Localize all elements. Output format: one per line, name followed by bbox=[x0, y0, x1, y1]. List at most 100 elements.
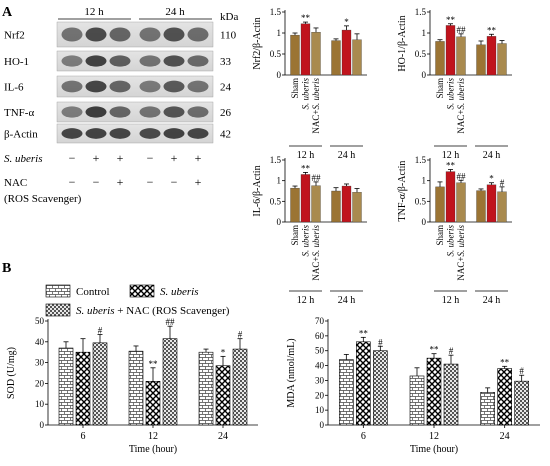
significance-mark: ** bbox=[446, 15, 456, 25]
y-tick-label: 1 bbox=[277, 28, 282, 38]
bar bbox=[145, 381, 161, 426]
bar bbox=[341, 29, 352, 76]
blot-band bbox=[61, 128, 83, 139]
bar bbox=[476, 190, 486, 223]
blot-kda-header: kDa bbox=[220, 11, 238, 23]
significance-mark: # bbox=[449, 346, 454, 356]
bar bbox=[198, 351, 214, 426]
blot-band bbox=[163, 128, 185, 139]
legend-swatch-control bbox=[45, 284, 71, 298]
blot-band bbox=[163, 27, 185, 42]
y-axis-label: HO-1/β-Actin bbox=[397, 15, 408, 71]
y-tick-label: 0.5 bbox=[415, 49, 427, 59]
y-tick-label: 0 bbox=[40, 420, 45, 430]
significance-mark: ## bbox=[457, 25, 467, 35]
y-tick-label: 60 bbox=[315, 331, 325, 341]
blot-band bbox=[187, 80, 209, 93]
blot-band bbox=[163, 106, 185, 118]
y-axis-label: Nrf2/β-Actin bbox=[252, 17, 263, 69]
blot-time-12h: 12 h bbox=[84, 6, 104, 18]
blot-band bbox=[85, 27, 107, 42]
category-label: Sham bbox=[290, 225, 300, 246]
significance-mark: ** bbox=[487, 25, 497, 35]
bar bbox=[476, 44, 486, 76]
y-axis-label: IL-6/β-Actin bbox=[252, 165, 263, 216]
y-tick-label: 20 bbox=[35, 378, 45, 388]
bar bbox=[58, 347, 74, 426]
x-axis-label: Time (hour) bbox=[410, 444, 458, 455]
category-label: NAC+S. uberis bbox=[311, 78, 321, 134]
panel-letter-b: B bbox=[2, 261, 11, 276]
blot-band bbox=[109, 128, 131, 139]
bar bbox=[331, 40, 341, 76]
y-tick-label: 0.5 bbox=[270, 49, 282, 59]
treatment-sign: − bbox=[147, 151, 154, 165]
significance-mark: ** bbox=[301, 13, 311, 23]
blot-time-24h: 24 h bbox=[165, 6, 185, 18]
x-tick-label: 12 bbox=[429, 431, 439, 442]
blot-band bbox=[85, 128, 107, 139]
group-label: 24 h bbox=[338, 295, 356, 306]
treatment-sign: + bbox=[195, 151, 202, 165]
y-tick-label: 0.5 bbox=[415, 196, 427, 206]
bar bbox=[75, 351, 91, 426]
bar bbox=[443, 363, 459, 426]
blot-band bbox=[187, 27, 209, 42]
blot-band bbox=[109, 27, 131, 42]
y-tick-label: 10 bbox=[35, 399, 45, 409]
significance-mark: # bbox=[98, 326, 103, 336]
y-tick-label: 0 bbox=[277, 70, 282, 80]
y-axis-label: TNF-α/β-Actin bbox=[397, 161, 408, 222]
blot-band bbox=[109, 106, 131, 118]
legend-label-control: Control bbox=[76, 286, 110, 298]
treatment-sign: + bbox=[117, 151, 124, 165]
y-tick-label: 1 bbox=[422, 28, 427, 38]
group-label: 12 h bbox=[297, 295, 315, 306]
bar bbox=[290, 187, 300, 223]
treatment-sign: − bbox=[69, 151, 76, 165]
y-tick-label: 0 bbox=[277, 217, 282, 227]
blot-protein-label: TNF-α bbox=[4, 107, 34, 119]
bar bbox=[486, 184, 497, 223]
treatment-sign: − bbox=[93, 175, 100, 189]
significance-mark: * bbox=[221, 347, 226, 357]
significance-mark: ** bbox=[430, 345, 440, 355]
bar bbox=[497, 191, 507, 223]
blot-kda-value: 42 bbox=[220, 129, 231, 141]
treatment-sign: − bbox=[69, 175, 76, 189]
y-tick-label: 40 bbox=[35, 337, 45, 347]
bar-chart: 0 0.5 1 1.5 Sham ** S. uberis ## NAC+S. uberis 12… bbox=[397, 7, 512, 161]
y-tick-label: 0.5 bbox=[270, 196, 282, 206]
bar bbox=[311, 185, 321, 223]
x-tick-label: 12 bbox=[148, 431, 158, 442]
y-tick-label: 10 bbox=[315, 405, 325, 415]
y-tick-label: 30 bbox=[35, 358, 45, 368]
category-label: Sham bbox=[290, 78, 300, 99]
treatment-sign: + bbox=[117, 175, 124, 189]
group-label: 12 h bbox=[442, 150, 460, 161]
y-tick-label: 30 bbox=[315, 375, 325, 385]
legend-swatch-uberis bbox=[129, 284, 155, 298]
bar-chart: 0 0.5 1 1.5 Sham ** S. uberis ## NAC+S. uberis 12… bbox=[252, 155, 367, 306]
y-tick-label: 0 bbox=[320, 420, 325, 430]
significance-mark: # bbox=[238, 330, 243, 340]
legend-swatch-nac bbox=[45, 303, 71, 317]
legend: Control S. uberis S. uberis + NAC (ROS S… bbox=[45, 284, 230, 317]
y-tick-label: 0 bbox=[422, 217, 427, 227]
category-label: Sham bbox=[435, 225, 445, 246]
blot-band bbox=[187, 128, 209, 139]
blot-kda-value: 24 bbox=[220, 82, 232, 94]
significance-mark: # bbox=[378, 337, 383, 347]
significance-mark: # bbox=[500, 178, 505, 188]
bar bbox=[497, 43, 507, 76]
blot-band bbox=[139, 27, 161, 42]
blot-band bbox=[85, 55, 107, 67]
x-tick-label: 6 bbox=[361, 431, 366, 442]
treatment-sign: + bbox=[195, 175, 202, 189]
x-axis-label: Time (hour) bbox=[129, 444, 177, 455]
bar bbox=[373, 350, 388, 426]
bar-chart: 0 0.5 1 1.5 Sham ** S. uberis ## NAC+S. uberis 12… bbox=[397, 155, 512, 306]
significance-mark: ** bbox=[446, 161, 456, 171]
